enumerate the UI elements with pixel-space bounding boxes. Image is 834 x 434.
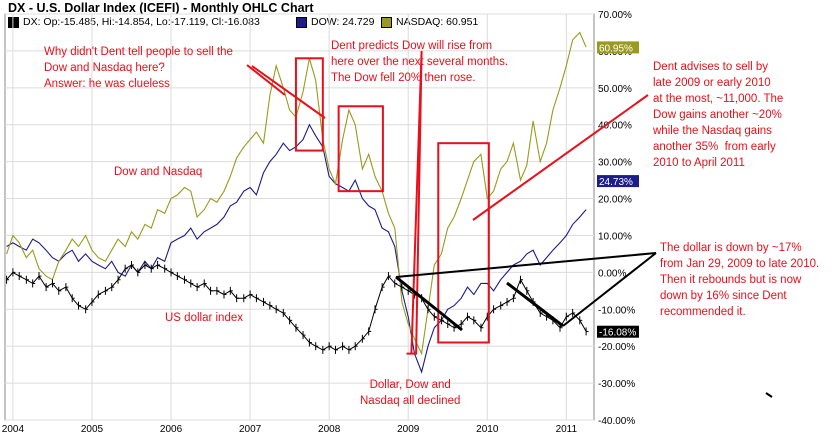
annotation-line	[246, 64, 286, 96]
annotation-us-dollar-index: US dollar index	[165, 312, 243, 324]
legend-dow-label: DOW: 24.729	[311, 16, 375, 28]
annotation-dent-advises-sell: Dent advises to sell by late 2009 or ear…	[653, 61, 784, 169]
trend-line-black	[506, 281, 564, 328]
y-tick-label: 40.00%	[598, 121, 632, 132]
x-tick-label: 2010	[476, 424, 499, 434]
legend-nasdaq: NASDAQ: 60.951	[381, 16, 478, 28]
legend-dow-swatch	[296, 16, 307, 28]
x-tick-label: 2004	[2, 424, 25, 434]
y-tick-label: -10.00%	[598, 305, 635, 316]
x-tick-label: 2005	[81, 424, 104, 434]
y-tick-label: 50.00%	[598, 84, 632, 95]
legend-dx-label: DX: Op:-15.485, Hi:-14.854, Lo:-17.119, …	[23, 16, 260, 28]
annotation-dollar-down: The dollar is down by ~17% from Jan 29, …	[660, 242, 820, 318]
end-badge-label: 24.73%	[599, 177, 633, 188]
legend-dx: DX: Op:-15.485, Hi:-14.854, Lo:-17.119, …	[8, 16, 260, 28]
trend-line-black	[395, 275, 463, 332]
highlight-box	[337, 105, 384, 193]
highlight-spike	[406, 50, 423, 355]
y-tick-label: 0.00%	[598, 268, 626, 279]
annotation-all-declined: Dollar, Dow and Nasdaq all declined	[360, 379, 461, 407]
trend-line-black	[562, 252, 657, 327]
x-tick-label: 2009	[397, 424, 420, 434]
x-tick-label: 2007	[239, 424, 262, 434]
y-tick-label: -30.00%	[598, 379, 635, 390]
end-badge-bg	[597, 41, 639, 54]
highlight-box	[294, 57, 324, 152]
annotation-dent-predicts: Dent predicts Dow will rise from here ov…	[331, 40, 509, 84]
annotation-dow-nasdaq: Dow and Nasdaq	[114, 166, 203, 178]
y-tick-label: -40.00%	[598, 416, 635, 427]
chart-title: DX - U.S. Dollar Index (ICEFI) - Monthly…	[8, 1, 314, 15]
y-tick-label: 70.00%	[598, 10, 632, 21]
legend-nasdaq-swatch	[381, 16, 392, 28]
stray-mark	[765, 392, 773, 398]
annotation-line	[472, 94, 649, 221]
y-tick-label: 10.00%	[598, 231, 632, 242]
legend-dow: DOW: 24.729	[296, 16, 374, 28]
series-line-dx	[6, 264, 587, 351]
annotation-dent-clueless: Why didn't Dent tell people to sell the …	[44, 46, 233, 90]
highlight-box	[437, 142, 490, 344]
y-tick-label: 20.00%	[598, 195, 632, 206]
x-tick-label: 2011	[556, 424, 578, 434]
end-badge-label: 60.95%	[599, 43, 633, 54]
legend-nasdaq-label: NASDAQ: 60.951	[396, 16, 479, 28]
x-tick-label: 2006	[160, 424, 183, 434]
end-badge-bg	[597, 175, 639, 188]
end-badge-label: -16.08%	[599, 328, 636, 339]
x-tick-label: 2008	[318, 424, 341, 434]
annotation-line	[251, 65, 326, 119]
trend-line-black	[395, 252, 657, 278]
legend-dx-swatch	[8, 16, 19, 28]
end-badge-bg	[597, 325, 639, 338]
y-tick-label: -20.00%	[598, 342, 635, 353]
y-tick-label: 30.00%	[598, 158, 632, 169]
